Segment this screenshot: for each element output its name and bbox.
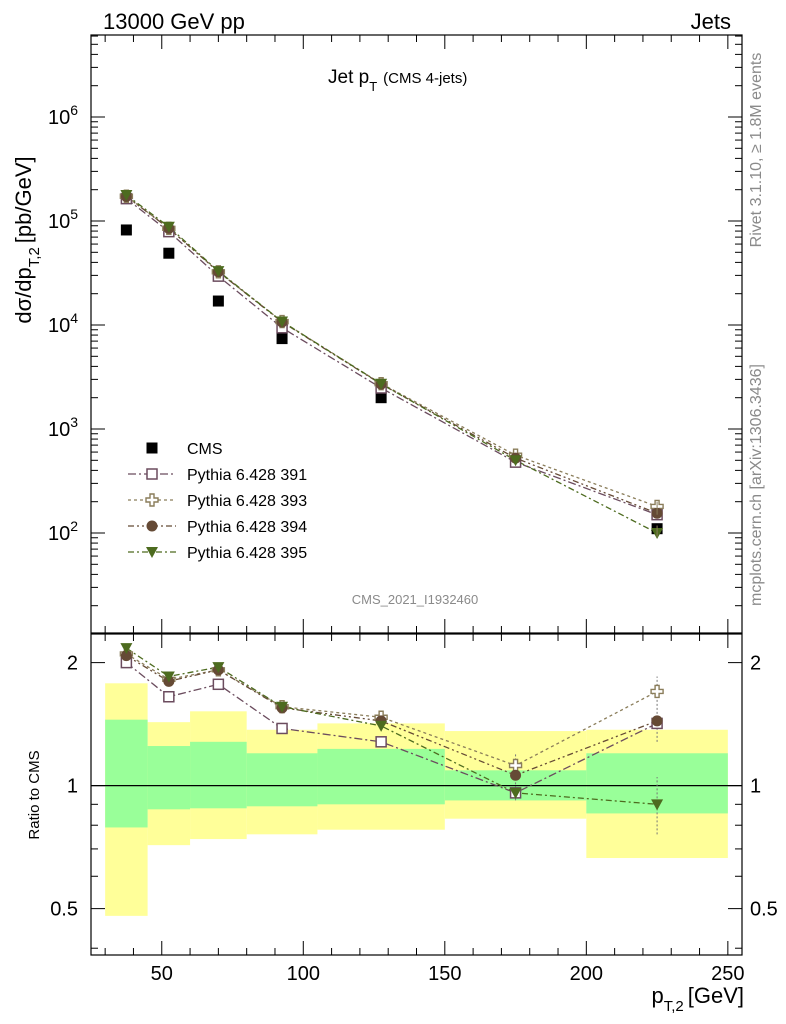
legend-item-cms: CMS (146, 441, 223, 458)
ratio-marker-p394 (651, 715, 663, 727)
series-line-p394 (125, 195, 658, 514)
x-tick-label: 250 (711, 963, 744, 985)
marker-p395 (276, 316, 289, 328)
x-axis-label-sub: T,2 (664, 998, 684, 1015)
main-plot-frame (90, 34, 743, 634)
ratio-y-tick-label-right: 2 (750, 653, 761, 675)
main-y-tick-label: 103 (48, 414, 78, 441)
ratio-panel: 0.5 0.51 12 250 100 150 200 250 (50, 633, 778, 985)
ratio-marker-p395 (276, 701, 289, 713)
cms-data-point (120, 224, 132, 236)
main-y-axis-label-main: dσ/dp (11, 267, 36, 323)
main-y-axis-label-sub: T,2 (26, 247, 43, 267)
ratio-marker-p394 (510, 769, 522, 781)
ratio-marker-p395 (651, 799, 664, 811)
analysis-watermark: CMS_2021_I1932460 (352, 592, 479, 607)
legend-label: Pythia 6.428 394 (187, 519, 307, 536)
main-y-tick-label: 105 (48, 206, 78, 233)
header-energy-label: 13000 GeV pp (103, 9, 245, 34)
mcplots-reference-label: mcplots.cern.ch [arXiv:1306.3436] (748, 364, 765, 606)
legend-label: Pythia 6.428 391 (187, 467, 307, 484)
ratio-marker-p391 (163, 691, 175, 703)
plot-title-main: Jet p (328, 67, 369, 88)
ratio-marker-p395 (212, 662, 225, 674)
ratio-marker-p391 (276, 722, 288, 735)
legend-marker (146, 468, 158, 480)
ratio-y-tick-label: 1 (67, 776, 78, 798)
ratio-marker-p393 (650, 684, 664, 699)
ratio-y-tick-label: 0.5 (50, 899, 78, 921)
series-line-p393 (125, 195, 658, 508)
uncertainty-band-inner (317, 748, 445, 805)
marker-p395 (120, 189, 133, 201)
main-y-axis-label: dσ/dpT,2 [pb/GeV] (11, 156, 43, 323)
x-tick-label: 100 (287, 963, 320, 985)
ratio-marker-p391 (212, 678, 225, 691)
legend-marker (145, 493, 159, 507)
x-tick-label: 150 (428, 963, 461, 985)
uncertainty-band-inner (147, 746, 191, 810)
legend-item-p393: Pythia 6.428 393 (128, 493, 307, 510)
main-y-tick-label: 102 (48, 518, 78, 545)
ratio-marker-p395 (509, 787, 522, 799)
ratio-marker-p395 (120, 643, 133, 655)
legend-marker (146, 520, 158, 532)
legend-label: Pythia 6.428 395 (187, 545, 307, 562)
marker-p395 (212, 266, 225, 278)
uncertainty-band-inner (105, 719, 148, 828)
ratio-y-tick-label: 2 (67, 653, 78, 675)
ratio-y-tick-label-right: 0.5 (750, 899, 778, 921)
x-tick-label: 50 (151, 963, 173, 985)
rivet-version-label: Rivet 3.1.10, ≥ 1.8M events (748, 53, 765, 248)
main-y-tick-label: 104 (48, 310, 78, 337)
main-panel: 102 103 104 105 106 CMS Pythia 6.428 391 Pythia… (48, 34, 743, 634)
ratio-marker-p391 (375, 736, 387, 748)
legend: CMS Pythia 6.428 391 Pythia 6.428 393 Pythi… (128, 441, 307, 562)
marker-p395 (509, 455, 522, 467)
legend-item-p391: Pythia 6.428 391 (128, 467, 307, 484)
ratio-marker-p394 (120, 650, 132, 662)
legend-label: Pythia 6.428 393 (187, 493, 307, 510)
legend-marker (146, 442, 158, 454)
main-y-tick-label: 106 (48, 102, 78, 129)
ratio-marker-p395 (375, 720, 388, 732)
ratio-marker-p395 (162, 671, 175, 683)
main-y-axis-label-unit: [pb/GeV] (11, 156, 36, 243)
legend-item-p395: Pythia 6.428 395 (128, 545, 307, 562)
plot-title-sub: T (369, 79, 377, 94)
x-tick-label: 200 (570, 963, 603, 985)
cms-data-point (212, 295, 224, 307)
marker-p395 (162, 221, 175, 233)
header-process-label: Jets (691, 9, 731, 34)
legend-item-p394: Pythia 6.428 394 (128, 519, 307, 536)
uncertainty-band-inner (246, 753, 318, 807)
x-axis-label-unit: [GeV] (688, 983, 744, 1008)
ratio-y-axis-label: Ratio to CMS (26, 750, 43, 839)
legend-label: CMS (187, 441, 223, 458)
cms-data-point (163, 247, 175, 259)
ratio-y-tick-label-right: 1 (750, 776, 761, 798)
cms-data-point (375, 392, 387, 404)
marker-p395 (375, 378, 388, 390)
legend-marker (146, 547, 158, 558)
plot-title: Jet pT (CMS 4-jets) (328, 67, 467, 94)
uncertainty-band-inner (190, 741, 247, 809)
x-axis-label-main: p (651, 983, 663, 1008)
cms-data-point (276, 333, 288, 345)
x-axis-label: pT,2 [GeV] (651, 983, 744, 1015)
plot-title-note: (CMS 4-jets) (383, 70, 467, 87)
